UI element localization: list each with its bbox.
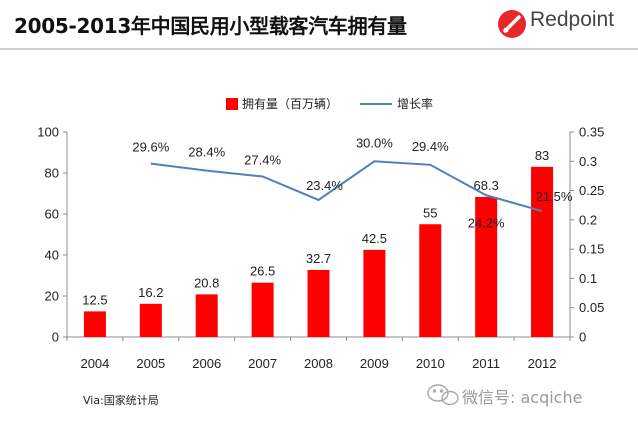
line-data-label: 29.6% [132,140,169,155]
line-data-label: 28.4% [188,145,225,160]
wechat-icon [427,384,459,406]
legend-label-line: 增长率 [397,96,433,111]
brand-name: Redpoint [530,8,615,31]
y-right-tick-label: 0.05 [579,300,604,315]
wechat-watermark [427,384,459,406]
y-right-tick-label: 0.2 [579,212,597,227]
x-tick-label: 2008 [304,356,333,371]
bar-data-label: 83 [535,148,549,163]
header-divider [0,48,638,50]
bar-data-label: 12.5 [82,292,107,307]
line-data-label: 27.4% [244,153,281,168]
legend-swatch-bar [226,98,238,110]
y-right-tick-label: 0.3 [579,154,597,169]
x-tick-label: 2012 [528,356,557,371]
y-right-tick-label: 0.15 [579,242,604,257]
x-tick-label: 2005 [136,356,165,371]
bar [195,294,218,337]
y-left-tick-label: 60 [45,207,59,222]
y-left-tick-label: 100 [37,125,59,140]
page-title: 2005-2013年中国民用小型载客汽车拥有量 [14,14,407,38]
bar-data-label: 32.7 [306,251,331,266]
x-tick-label: 2011 [472,356,500,371]
line-data-label: 30.0% [356,135,393,150]
bar [419,224,442,337]
watermark-text: 微信号: acqiche [462,388,583,407]
brand-logo [498,10,526,38]
bar [475,196,498,337]
line-data-label: 24.2% [468,215,505,230]
bar [363,249,386,337]
x-tick-label: 2007 [248,356,277,371]
bar [139,303,162,337]
y-left-tick-label: 40 [45,248,59,263]
line-data-label: 23.4% [306,178,343,193]
y-left-tick-label: 0 [52,330,59,345]
bar-data-label: 20.8 [194,275,219,290]
x-tick-label: 2004 [80,356,109,371]
bar [307,269,330,337]
y-left-tick-label: 80 [45,166,59,181]
x-tick-label: 2009 [360,356,389,371]
bar-data-label: 55 [423,205,437,220]
y-right-tick-label: 0.25 [579,183,604,198]
bar-data-label: 16.2 [138,285,163,300]
line-data-label: 29.4% [412,139,449,154]
y-left-tick-label: 20 [45,289,59,304]
bar [83,311,106,337]
bar-data-label: 26.5 [250,264,275,279]
bar-data-label: 68.3 [474,178,499,193]
source-note: Via:国家统计局 [83,394,159,407]
x-tick-label: 2010 [416,356,445,371]
y-right-tick-label: 0.35 [579,125,604,140]
y-right-tick-label: 0 [579,330,586,345]
legend-label-bar: 拥有量（百万辆） [242,97,338,111]
bar-data-label: 42.5 [362,231,387,246]
y-right-tick-label: 0.1 [579,271,597,286]
growth-rate-line [150,160,543,213]
line-data-label: 21.5% [536,189,573,204]
bar [251,282,274,337]
x-tick-label: 2006 [192,356,221,371]
